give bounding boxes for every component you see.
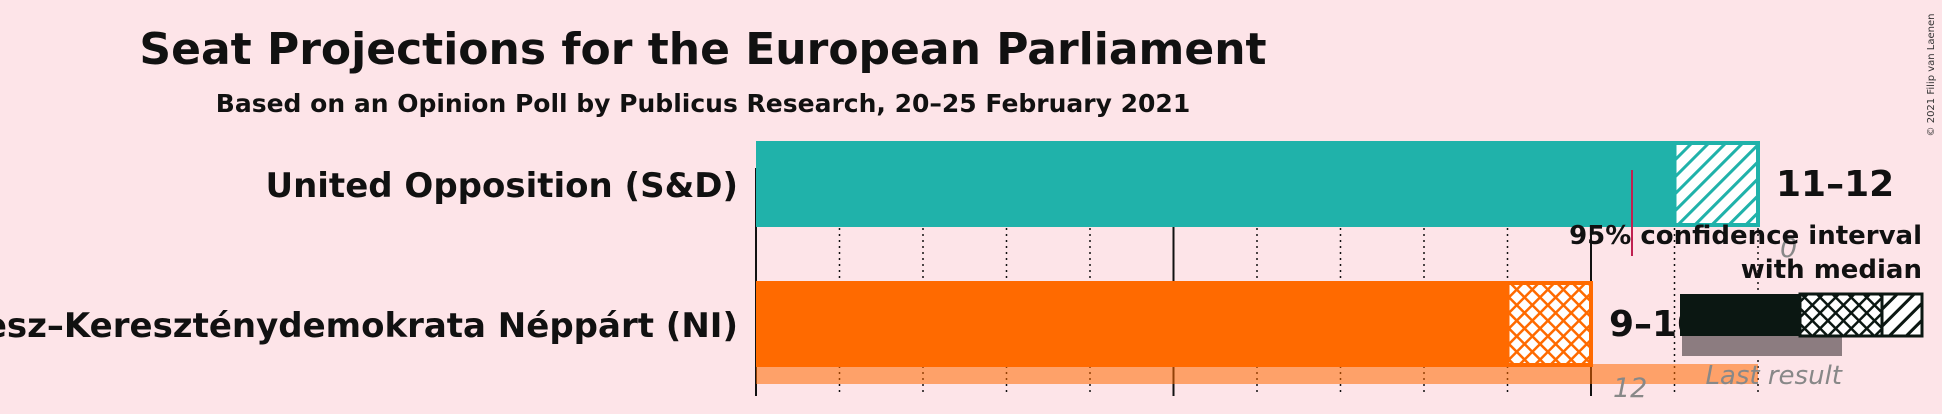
legend-last-result-text: Last result [1705,361,1842,391]
legend-hatch-bar [1880,292,1924,338]
party-label: Fidesz–Kereszténydemokrata Néppárt (NI) [0,306,738,346]
party-label: United Opposition (S&D) [265,166,738,206]
legend: 95% confidence interval with median Last… [1569,221,1924,391]
range-label: 11–12 [1776,164,1894,205]
copyright-text: © 2021 Filip van Laenen [1926,14,1937,137]
last-result-bar [756,364,1758,384]
chart-subtitle: Based on an Opinion Poll by Publicus Res… [216,89,1190,118]
hatched-interval-bar [1672,141,1760,227]
last-result-label: 0 [1780,233,1797,264]
chart-title: Seat Projections for the European Parlia… [139,24,1266,75]
legend-last-result-bar [1682,335,1842,356]
party-row: United Opposition (S&D) 11–12 0 [265,141,1894,264]
crosshatched-interval-bar [1505,281,1593,367]
legend-ci-text-line2: with median [1741,255,1922,285]
legend-crosshatch-bar [1798,292,1884,338]
legend-ci-text-line1: 95% confidence interval [1569,221,1922,251]
legend-solid-bar [1680,294,1800,336]
solid-bar [756,281,1508,367]
last-result-label: 12 [1613,373,1647,404]
solid-bar [756,141,1675,227]
